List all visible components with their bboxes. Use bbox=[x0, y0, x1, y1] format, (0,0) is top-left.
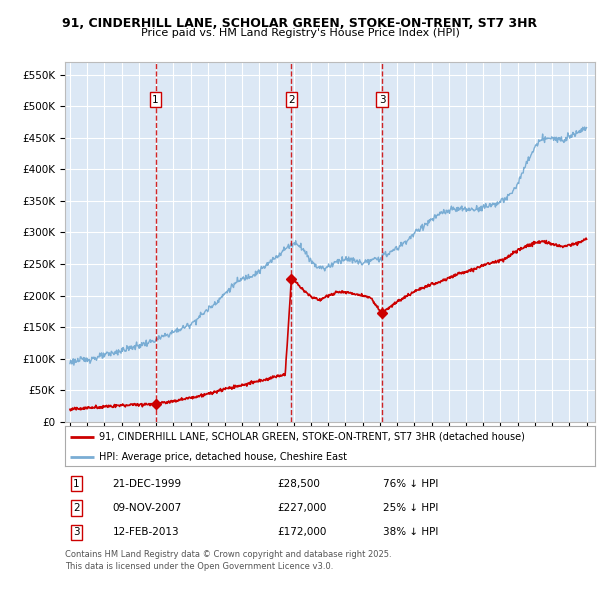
Text: Price paid vs. HM Land Registry's House Price Index (HPI): Price paid vs. HM Land Registry's House … bbox=[140, 28, 460, 38]
Text: 1: 1 bbox=[152, 95, 159, 105]
Text: This data is licensed under the Open Government Licence v3.0.: This data is licensed under the Open Gov… bbox=[65, 562, 333, 571]
Text: 09-NOV-2007: 09-NOV-2007 bbox=[113, 503, 182, 513]
Text: £227,000: £227,000 bbox=[277, 503, 326, 513]
Text: 1: 1 bbox=[73, 479, 80, 489]
Text: £172,000: £172,000 bbox=[277, 527, 326, 537]
Text: HPI: Average price, detached house, Cheshire East: HPI: Average price, detached house, Ches… bbox=[99, 453, 347, 463]
Text: 12-FEB-2013: 12-FEB-2013 bbox=[113, 527, 179, 537]
Text: 3: 3 bbox=[379, 95, 385, 105]
Text: 2: 2 bbox=[73, 503, 80, 513]
Text: 25% ↓ HPI: 25% ↓ HPI bbox=[383, 503, 439, 513]
Text: 91, CINDERHILL LANE, SCHOLAR GREEN, STOKE-ON-TRENT, ST7 3HR: 91, CINDERHILL LANE, SCHOLAR GREEN, STOK… bbox=[62, 17, 538, 30]
Text: 2: 2 bbox=[288, 95, 295, 105]
Text: 76% ↓ HPI: 76% ↓ HPI bbox=[383, 479, 439, 489]
Text: 38% ↓ HPI: 38% ↓ HPI bbox=[383, 527, 439, 537]
Text: 3: 3 bbox=[73, 527, 80, 537]
Text: 21-DEC-1999: 21-DEC-1999 bbox=[113, 479, 182, 489]
Text: 91, CINDERHILL LANE, SCHOLAR GREEN, STOKE-ON-TRENT, ST7 3HR (detached house): 91, CINDERHILL LANE, SCHOLAR GREEN, STOK… bbox=[99, 432, 525, 442]
Text: Contains HM Land Registry data © Crown copyright and database right 2025.: Contains HM Land Registry data © Crown c… bbox=[65, 550, 391, 559]
Text: £28,500: £28,500 bbox=[277, 479, 320, 489]
